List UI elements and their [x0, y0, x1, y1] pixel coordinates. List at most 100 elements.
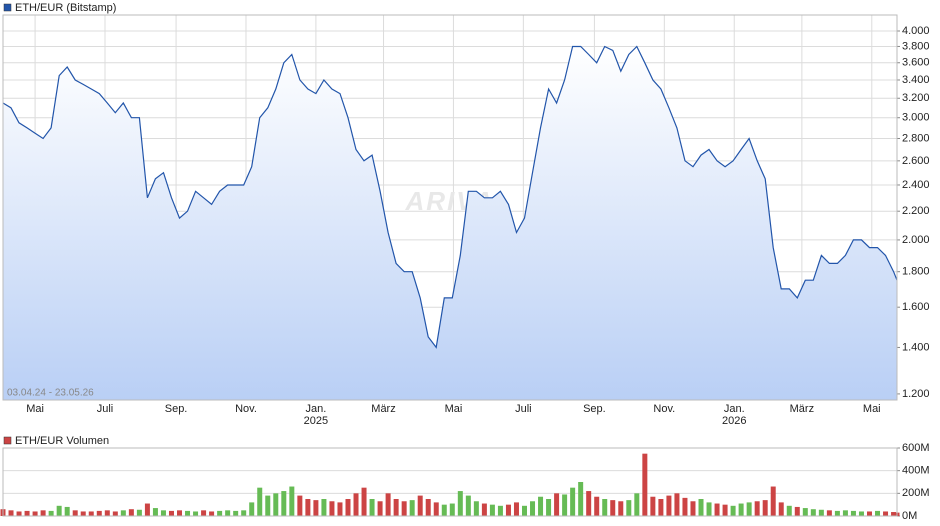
volume-bar — [754, 501, 760, 516]
volume-bar — [794, 506, 800, 516]
volume-bar — [345, 499, 351, 516]
volume-bar — [72, 510, 78, 516]
volume-bar — [682, 497, 688, 516]
volume-bar — [489, 504, 495, 516]
x-tick-label: März — [790, 403, 814, 415]
year-label: 2025 — [304, 415, 328, 427]
volume-bar — [570, 487, 576, 516]
legend-swatch — [3, 436, 12, 445]
volume-bar — [610, 500, 616, 516]
y-tick-label: 1.600 — [902, 301, 930, 313]
volume-bar — [225, 510, 231, 516]
volume-bar — [385, 493, 391, 516]
volume-bar — [257, 487, 263, 516]
x-tick-label: Jan. — [306, 403, 327, 415]
x-tick-label: März — [371, 403, 395, 415]
x-tick-label: Sep. — [165, 403, 188, 415]
volume-bar — [513, 502, 519, 516]
volume-bar — [112, 511, 118, 516]
volume-bar — [337, 502, 343, 516]
volume-bar — [538, 496, 544, 516]
volume-bar — [666, 495, 672, 516]
volume-bar — [481, 503, 487, 516]
x-tick-label: Mai — [445, 403, 463, 415]
volume-bar — [875, 510, 881, 516]
volume-bar — [144, 503, 150, 516]
y-tick-label: 3.800 — [902, 40, 930, 52]
legend-label: ETH/EUR Volumen — [15, 435, 109, 447]
x-tick-label: Nov. — [653, 403, 675, 415]
volume-bar — [152, 508, 158, 516]
volume-bar — [233, 510, 239, 516]
mark-layer — [0, 45, 900, 516]
x-tick-label: Juli — [97, 403, 114, 415]
volume-bar — [674, 493, 680, 516]
volume-bar — [802, 508, 808, 516]
volume-bar — [104, 510, 110, 516]
volume-bar — [546, 499, 552, 516]
volume-bar — [96, 510, 102, 516]
y-tick-label: 1.800 — [902, 266, 930, 278]
volume-bar — [722, 504, 728, 516]
volume-bar — [730, 505, 736, 516]
volume-bar — [136, 509, 142, 516]
volume-bar — [658, 499, 664, 516]
volume-bar — [778, 502, 784, 516]
volume-bar — [361, 487, 367, 516]
volume-bar — [578, 482, 584, 516]
y-tick-label: 4.000 — [902, 25, 930, 37]
volume-bar — [818, 509, 824, 516]
volume-bar — [642, 453, 648, 516]
volume-bar — [602, 499, 608, 516]
volume-bar — [289, 486, 295, 516]
volume-bar — [634, 493, 640, 516]
volume-bar — [425, 499, 431, 516]
y-tick-label: 3.600 — [902, 57, 930, 69]
volume-bar — [209, 511, 215, 516]
volume-bar — [618, 501, 624, 516]
y-tick-label: 1.200 — [902, 388, 930, 400]
price-area — [3, 46, 897, 400]
volume-bar — [586, 491, 592, 516]
volume-bar — [305, 499, 311, 516]
volume-bar — [417, 495, 423, 516]
y-tick-label: 2.000 — [902, 234, 930, 246]
volume-bar — [369, 499, 375, 516]
volume-bar — [738, 503, 744, 516]
volume-bar — [217, 510, 223, 516]
price-line — [2, 45, 898, 349]
volume-bar — [249, 502, 255, 516]
x-tick-label: Sep. — [583, 403, 606, 415]
year-label: 2026 — [722, 415, 746, 427]
volume-bar — [698, 499, 704, 516]
volume-bar — [48, 510, 54, 516]
volume-bar — [522, 505, 527, 516]
volume-bar — [497, 505, 503, 516]
volume-bar — [401, 501, 407, 516]
volume-bar — [297, 495, 303, 516]
volume-bar — [168, 510, 174, 516]
volume-bar — [786, 505, 792, 516]
volume-bar — [858, 511, 864, 516]
volume-bar — [120, 510, 126, 516]
volume-bar — [706, 502, 712, 516]
volume-bar — [473, 501, 479, 516]
date-range: 03.04.24 - 23.05.26 — [7, 388, 94, 399]
volume-bar — [281, 491, 287, 516]
y-tick-label: 600M — [902, 442, 930, 454]
volume-bar — [690, 501, 696, 516]
x-tick-label: Nov. — [235, 403, 257, 415]
y-tick-label: 2.800 — [902, 132, 930, 144]
plot-frame — [2, 14, 898, 401]
volume-bar — [80, 511, 86, 516]
y-tick-label: 1.400 — [902, 341, 930, 353]
volume-bar — [265, 495, 271, 516]
volume-bar — [770, 486, 776, 516]
volume-bar — [185, 510, 191, 516]
x-tick-label: Mai — [863, 403, 881, 415]
volume-bar — [56, 505, 62, 516]
volume-bar — [273, 493, 279, 516]
volume-bar — [8, 510, 14, 516]
volume-bar — [626, 500, 632, 516]
